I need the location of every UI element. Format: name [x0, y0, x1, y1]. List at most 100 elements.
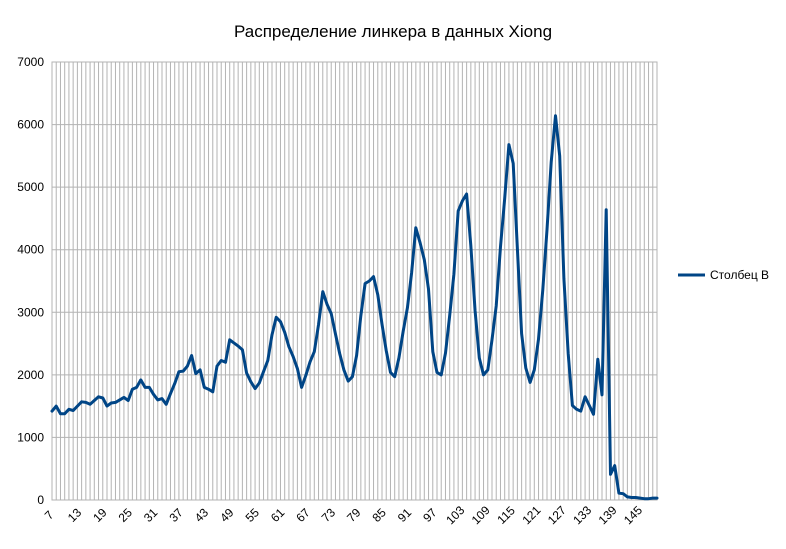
data-point [402, 330, 404, 332]
data-point [351, 376, 353, 378]
data-point [423, 259, 425, 261]
data-point [440, 374, 442, 376]
data-point [580, 410, 582, 412]
data-point [618, 492, 620, 494]
x-tick-label: 91 [395, 505, 415, 525]
data-point [474, 310, 476, 312]
data-point [267, 359, 269, 361]
x-tick-label: 85 [369, 505, 389, 525]
data-point [411, 272, 413, 274]
data-point [161, 398, 163, 400]
data-point [567, 353, 569, 355]
data-point [131, 388, 133, 390]
data-point [521, 333, 523, 335]
x-axis: 7 13 19 25 31 37 43 49 55 61 67 73 79 85 91 97 103 109 115… [42, 503, 645, 527]
data-point [483, 374, 485, 376]
data-point [85, 401, 87, 403]
data-point [381, 323, 383, 325]
data-point [258, 382, 260, 384]
x-tick-label: 13 [65, 505, 85, 525]
data-point [309, 361, 311, 363]
data-point [406, 307, 408, 309]
y-tick-label: 5000 [17, 180, 44, 194]
data-point [622, 493, 624, 495]
y-tick-label: 0 [37, 493, 44, 507]
data-point [174, 383, 176, 385]
data-point [478, 357, 480, 359]
data-point [559, 155, 561, 157]
data-point [495, 305, 497, 307]
data-point [250, 381, 252, 383]
x-tick-label: 67 [293, 505, 313, 525]
series-layer [50, 114, 659, 501]
data-point [51, 410, 53, 412]
x-tick-label: 127 [545, 503, 569, 527]
data-point [102, 397, 104, 399]
data-point [652, 497, 654, 499]
data-point [127, 400, 129, 402]
data-point [72, 410, 74, 412]
data-point [614, 465, 616, 467]
data-point [114, 401, 116, 403]
data-point [148, 386, 150, 388]
data-point [347, 380, 349, 382]
x-tick-label: 79 [344, 505, 364, 525]
y-tick-label: 3000 [17, 305, 44, 319]
data-point [499, 246, 501, 248]
data-point [525, 367, 527, 369]
data-point [254, 388, 256, 390]
data-point [140, 379, 142, 381]
y-axis: 0 1000 2000 3000 4000 5000 6000 7000 [17, 55, 44, 507]
data-point [68, 408, 70, 410]
data-point [360, 315, 362, 317]
x-tick-label: 97 [420, 505, 440, 525]
data-point [533, 369, 535, 371]
data-point [169, 393, 171, 395]
data-point [279, 321, 281, 323]
data-point [296, 368, 298, 370]
plot-border [51, 61, 658, 501]
data-point [554, 115, 556, 117]
data-point [220, 359, 222, 361]
data-point [368, 280, 370, 282]
y-tick-label: 4000 [17, 243, 44, 257]
data-point [119, 399, 121, 401]
x-tick-label: 133 [570, 503, 594, 527]
data-point [93, 400, 95, 402]
data-point [322, 291, 324, 293]
legend-label: Столбец B [710, 268, 769, 282]
data-point [318, 324, 320, 326]
x-tick-label: 25 [116, 505, 136, 525]
data-point [237, 345, 239, 347]
x-tick-label: 145 [621, 503, 645, 527]
data-point [123, 396, 125, 398]
data-point [389, 371, 391, 373]
data-point [449, 314, 451, 316]
data-point [339, 353, 341, 355]
series-line [50, 114, 659, 501]
data-point [182, 370, 184, 372]
data-point [470, 244, 472, 246]
data-point [461, 200, 463, 202]
data-point [305, 374, 307, 376]
data-point [377, 294, 379, 296]
data-point [326, 303, 328, 305]
data-point [106, 405, 108, 407]
data-point [89, 403, 91, 405]
data-point [529, 381, 531, 383]
y-tick-label: 2000 [17, 368, 44, 382]
data-point [81, 401, 83, 403]
data-point [512, 162, 514, 164]
data-point [199, 369, 201, 371]
x-tick-label: 121 [519, 503, 543, 527]
data-point [394, 376, 396, 378]
x-tick-label: 55 [243, 505, 263, 525]
data-point [246, 372, 248, 374]
x-tick-label: 115 [494, 503, 518, 527]
x-tick-label: 73 [319, 505, 339, 525]
data-point [55, 405, 57, 407]
data-point [356, 354, 358, 356]
data-point [466, 193, 468, 195]
data-point [428, 288, 430, 290]
